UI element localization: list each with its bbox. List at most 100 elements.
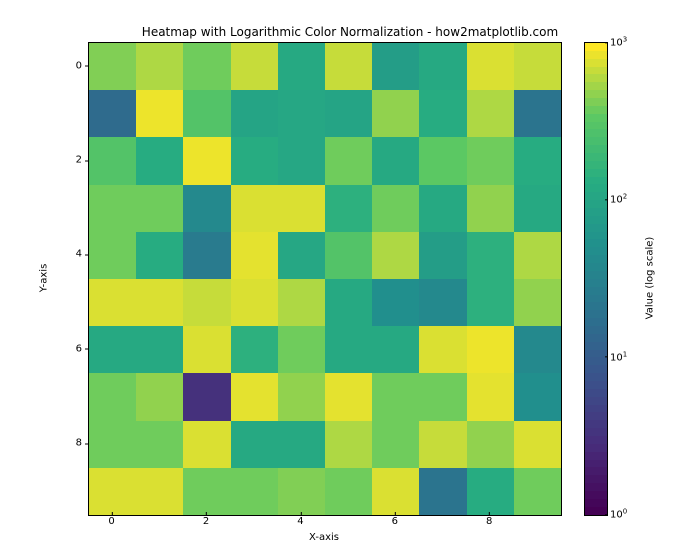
heatmap-cell xyxy=(325,232,372,279)
heatmap-cell xyxy=(136,185,183,232)
heatmap-cell xyxy=(183,326,230,373)
x-tick: 0 xyxy=(108,516,114,527)
heatmap-row xyxy=(89,279,561,326)
heatmap-cell xyxy=(372,137,419,184)
colorbar-segment xyxy=(585,74,607,82)
colorbar-segment xyxy=(585,200,607,208)
colorbar-label: Value (log scale) xyxy=(645,237,656,320)
colorbar-segment xyxy=(585,59,607,67)
colorbar-segment xyxy=(585,397,607,405)
colorbar-segment xyxy=(585,302,607,310)
heatmap-cell xyxy=(183,421,230,468)
heatmap-cell xyxy=(467,468,514,515)
colorbar-tick: 101 xyxy=(610,350,627,363)
colorbar-segment xyxy=(585,295,607,303)
figure: Heatmap with Logarithmic Color Normaliza… xyxy=(0,0,700,560)
heatmap-cell xyxy=(419,326,466,373)
heatmap-cell xyxy=(325,185,372,232)
heatmap-cell xyxy=(183,90,230,137)
x-tick: 8 xyxy=(486,516,492,527)
x-tick: 2 xyxy=(203,516,209,527)
heatmap-row xyxy=(89,232,561,279)
heatmap-row xyxy=(89,90,561,137)
heatmap-cell xyxy=(514,90,561,137)
heatmap-cell xyxy=(325,137,372,184)
heatmap-cell xyxy=(514,421,561,468)
heatmap-cell xyxy=(231,326,278,373)
heatmap-cell xyxy=(136,232,183,279)
heatmap-cell xyxy=(278,232,325,279)
heatmap-cell xyxy=(325,421,372,468)
heatmap-cell xyxy=(514,43,561,90)
heatmap-cell xyxy=(467,232,514,279)
heatmap-cell xyxy=(183,232,230,279)
heatmap-cell xyxy=(89,185,136,232)
colorbar-segment xyxy=(585,287,607,295)
y-tick: 4 xyxy=(60,249,82,260)
colorbar-segment xyxy=(585,326,607,334)
colorbar-segment xyxy=(585,310,607,318)
heatmap-cell xyxy=(372,232,419,279)
heatmap-cell xyxy=(231,421,278,468)
colorbar-segment xyxy=(585,177,607,185)
heatmap-cell xyxy=(514,326,561,373)
colorbar-tick: 103 xyxy=(610,35,627,48)
colorbar-segment xyxy=(585,350,607,358)
colorbar-segment xyxy=(585,452,607,460)
colorbar-segment xyxy=(585,90,607,98)
colorbar-segment xyxy=(585,475,607,483)
heatmap-cell xyxy=(278,468,325,515)
heatmap-cell xyxy=(231,232,278,279)
heatmap-cell xyxy=(325,326,372,373)
colorbar-segment xyxy=(585,51,607,59)
heatmap-cell xyxy=(89,43,136,90)
colorbar xyxy=(584,42,608,516)
heatmap-cell xyxy=(136,373,183,420)
heatmap-cell xyxy=(136,326,183,373)
heatmap-row xyxy=(89,468,561,515)
heatmap-cell xyxy=(372,373,419,420)
heatmap-cell xyxy=(419,373,466,420)
heatmap-cell xyxy=(372,421,419,468)
colorbar-segment xyxy=(585,216,607,224)
colorbar-segment xyxy=(585,137,607,145)
heatmap-cell xyxy=(89,373,136,420)
heatmap-cell xyxy=(467,279,514,326)
heatmap-plot-area xyxy=(88,42,562,516)
heatmap-cell xyxy=(278,137,325,184)
colorbar-segment xyxy=(585,365,607,373)
colorbar-segment xyxy=(585,153,607,161)
heatmap-cell xyxy=(372,43,419,90)
y-tick: 6 xyxy=(60,343,82,354)
heatmap-cell xyxy=(231,43,278,90)
colorbar-segment xyxy=(585,279,607,287)
heatmap-cell xyxy=(183,373,230,420)
colorbar-segment xyxy=(585,373,607,381)
colorbar-segment xyxy=(585,98,607,106)
heatmap-cell xyxy=(231,373,278,420)
heatmap-cell xyxy=(89,90,136,137)
colorbar-segment xyxy=(585,499,607,507)
colorbar-segment xyxy=(585,381,607,389)
heatmap-cell xyxy=(136,279,183,326)
y-tick: 8 xyxy=(60,438,82,449)
heatmap-row xyxy=(89,373,561,420)
heatmap-cell xyxy=(467,90,514,137)
heatmap-cell xyxy=(136,421,183,468)
heatmap-cell xyxy=(231,279,278,326)
heatmap-cell xyxy=(231,90,278,137)
heatmap-cell xyxy=(514,279,561,326)
heatmap-cell xyxy=(467,373,514,420)
colorbar-segment xyxy=(585,420,607,428)
colorbar-segment xyxy=(585,436,607,444)
heatmap-row xyxy=(89,326,561,373)
colorbar-segment xyxy=(585,342,607,350)
heatmap-cell xyxy=(467,326,514,373)
colorbar-segment xyxy=(585,444,607,452)
heatmap-cell xyxy=(183,185,230,232)
heatmap-cell xyxy=(278,279,325,326)
heatmap-cell xyxy=(514,468,561,515)
colorbar-tick: 102 xyxy=(610,193,627,206)
heatmap-cell xyxy=(278,43,325,90)
heatmap-cell xyxy=(419,232,466,279)
